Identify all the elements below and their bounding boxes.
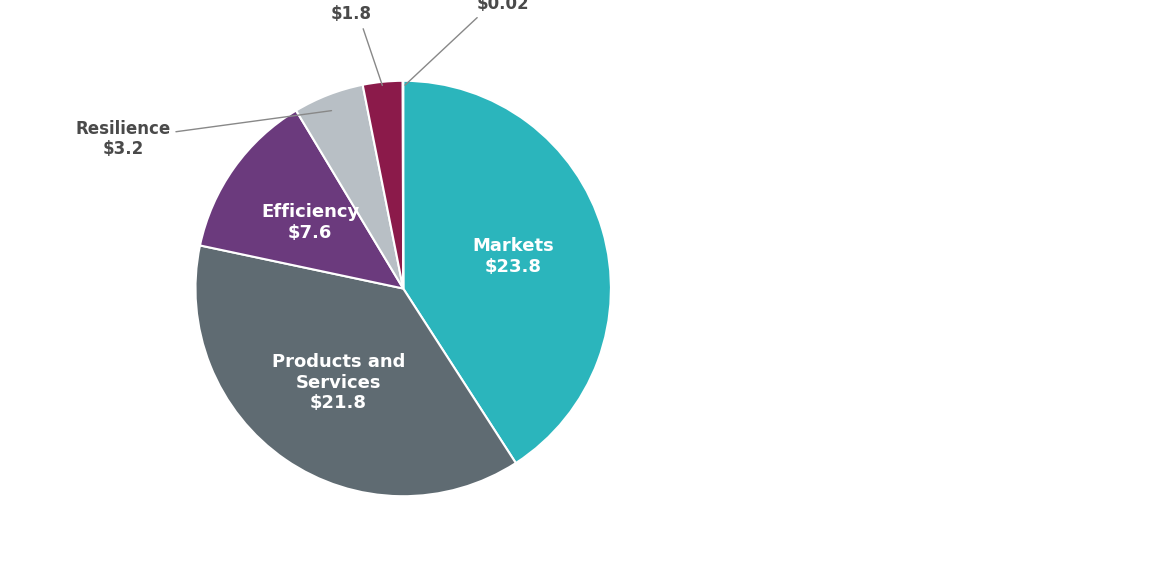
- Text: Resilience
$3.2: Resilience $3.2: [75, 111, 332, 158]
- Text: Efficiency
$7.6: Efficiency $7.6: [262, 203, 359, 242]
- Text: Other
$0.02: Other $0.02: [406, 0, 530, 85]
- Text: Markets
$23.8: Markets $23.8: [472, 237, 554, 276]
- Text: Products and
Services
$21.8: Products and Services $21.8: [272, 353, 406, 413]
- Wedge shape: [200, 111, 403, 288]
- Text: Financial
Incentives
$1.8: Financial Incentives $1.8: [303, 0, 400, 85]
- Wedge shape: [363, 81, 403, 288]
- Wedge shape: [196, 245, 516, 496]
- Wedge shape: [296, 85, 403, 288]
- Wedge shape: [403, 81, 611, 463]
